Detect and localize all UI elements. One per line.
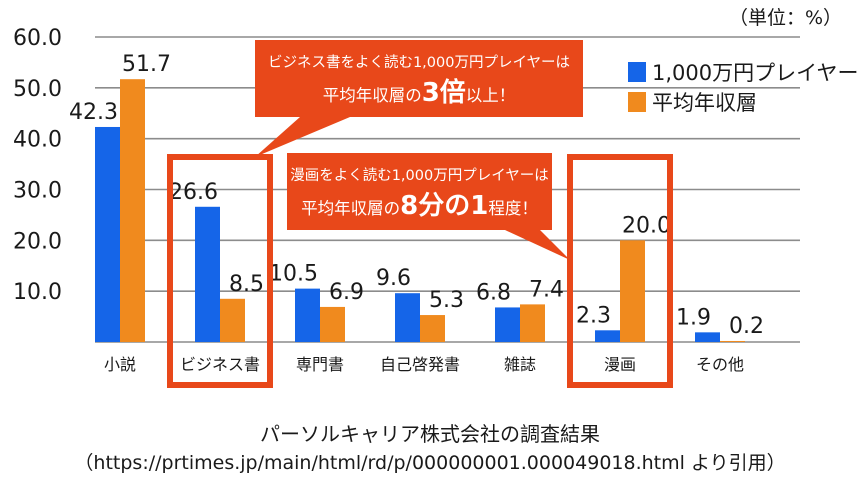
callout-tail [255, 117, 350, 157]
callout-box [255, 40, 583, 117]
y-tick-label: 30.0 [13, 179, 62, 204]
callout-line2: 平均年収層の8分の1程度！ [301, 191, 538, 221]
legend-swatch-orange [628, 92, 646, 112]
bars [95, 79, 745, 343]
y-tick-label: 60.0 [13, 26, 62, 51]
callouts: ビジネス書をよく読む1,000万円プレイヤーは平均年収層の3倍以上！漫画をよく読… [255, 40, 583, 260]
category-label: 漫画 [604, 355, 636, 374]
value-labels: 42.351.7 26.6 8.5 10.5 6.9 9.6 5.3 6.8 7.4 2.3 20.… [69, 52, 764, 339]
category-label: 小説 [104, 355, 136, 374]
y-tick-label: 40.0 [13, 128, 62, 153]
value-label-blue-4: 6.8 [476, 280, 511, 305]
y-tick-label: 10.0 [13, 280, 62, 305]
legend: 1,000万円プレイヤー 平均年収層 [628, 61, 859, 115]
bar-blue-6 [695, 332, 720, 342]
y-tick-label: 50.0 [13, 77, 62, 102]
bar-chart: 10.0 20.0 30.0 40.0 50.0 60.0 42.351.7 26.6 8.5… [13, 7, 859, 388]
callout-line1: 漫画をよく読む1,000万円プレイヤーは [290, 167, 549, 184]
y-axis: 10.0 20.0 30.0 40.0 50.0 60.0 [13, 26, 62, 305]
legend-label-blue: 1,000万円プレイヤー [652, 61, 859, 85]
value-label-blue-0: 42.3 [69, 100, 118, 125]
callout-text: 以上！ [466, 86, 516, 105]
highlight-boxes [167, 154, 673, 388]
callout-emphasis: 3倍 [422, 77, 466, 108]
callout-box [287, 153, 552, 230]
bar-orange-2 [320, 306, 345, 342]
bar-blue-3 [395, 293, 420, 342]
category-label: 雑誌 [504, 355, 536, 374]
value-label-orange-6: 0.2 [729, 314, 764, 339]
category-label: 自己啓発書 [380, 355, 460, 374]
bar-orange-4 [520, 304, 545, 342]
category-label: ビジネス書 [180, 355, 260, 374]
bar-blue-2 [295, 288, 320, 342]
bar-blue-4 [495, 307, 520, 342]
callout-emphasis: 8分の1 [400, 191, 488, 221]
legend-swatch-blue [628, 62, 646, 82]
legend-label-orange: 平均年収層 [652, 91, 757, 115]
bar-orange-1 [220, 298, 245, 342]
category-label: 専門書 [296, 355, 344, 374]
value-label-orange-3: 5.3 [429, 288, 464, 313]
category-label: その他 [696, 355, 744, 374]
source-title: パーソルキャリア株式会社の調査結果 [260, 422, 600, 446]
value-label-blue-1: 26.6 [169, 180, 218, 205]
y-tick-label: 20.0 [13, 229, 62, 254]
callout-line2: 平均年収層の3倍以上！ [323, 77, 516, 108]
bar-orange-0 [120, 79, 145, 343]
value-label-blue-6: 1.9 [676, 305, 711, 330]
value-label-orange-2: 6.9 [329, 280, 364, 305]
value-label-orange-0: 51.7 [122, 52, 171, 77]
callout-text: 平均年収層の [301, 199, 400, 218]
highlight-box-manga [567, 154, 673, 388]
value-label-orange-1: 8.5 [229, 272, 264, 297]
callout-tail [505, 230, 570, 260]
callout-text: 程度！ [488, 199, 538, 218]
value-label-orange-4: 7.4 [529, 277, 564, 302]
bar-blue-0 [95, 126, 120, 342]
value-label-orange-5: 20.0 [622, 213, 671, 238]
bar-orange-3 [420, 315, 445, 342]
callout-line1: ビジネス書をよく読む1,000万円プレイヤーは [268, 54, 570, 71]
value-label-blue-2: 10.5 [269, 262, 318, 287]
value-label-blue-3: 9.6 [376, 266, 411, 291]
bar-orange-6 [720, 340, 745, 342]
bar-blue-5 [595, 330, 620, 342]
value-label-blue-5: 2.3 [576, 303, 611, 328]
bar-orange-5 [620, 240, 645, 342]
bar-blue-1 [195, 206, 220, 342]
x-axis: 小説 ビジネス書 専門書 自己啓発書 雑誌 漫画 その他 [104, 355, 744, 374]
source-url: （https://prtimes.jp/main/html/rd/p/00000… [74, 452, 786, 474]
unit-note: （単位：%） [729, 7, 842, 29]
highlight-box-business [167, 154, 273, 388]
callout-text: 平均年収層の [323, 86, 422, 105]
